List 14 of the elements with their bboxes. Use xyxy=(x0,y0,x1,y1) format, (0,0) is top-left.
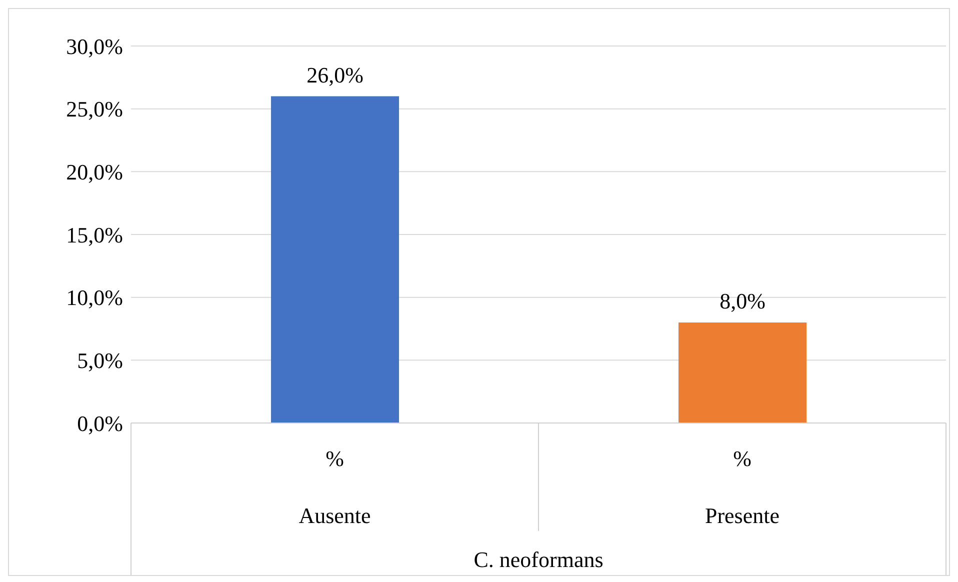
x-tick-label: Ausente xyxy=(298,503,371,528)
y-tick-label: 30,0% xyxy=(66,34,123,59)
y-tick-label: 15,0% xyxy=(66,222,123,248)
y-tick-label: 0,0% xyxy=(77,410,123,436)
data-label: 26,0% xyxy=(306,62,364,88)
x-tick-label: Presente xyxy=(704,503,780,528)
y-tick-label: 5,0% xyxy=(77,348,123,373)
y-tick-label: 25,0% xyxy=(66,96,123,122)
x-axis-title: C. neoformans xyxy=(474,547,604,572)
text: % xyxy=(733,446,752,471)
y-tick-label: 10,0% xyxy=(66,285,123,310)
y-tick-label: 20,0% xyxy=(66,159,123,184)
series-label: % xyxy=(326,446,344,471)
data-label: 8,0% xyxy=(720,288,766,314)
